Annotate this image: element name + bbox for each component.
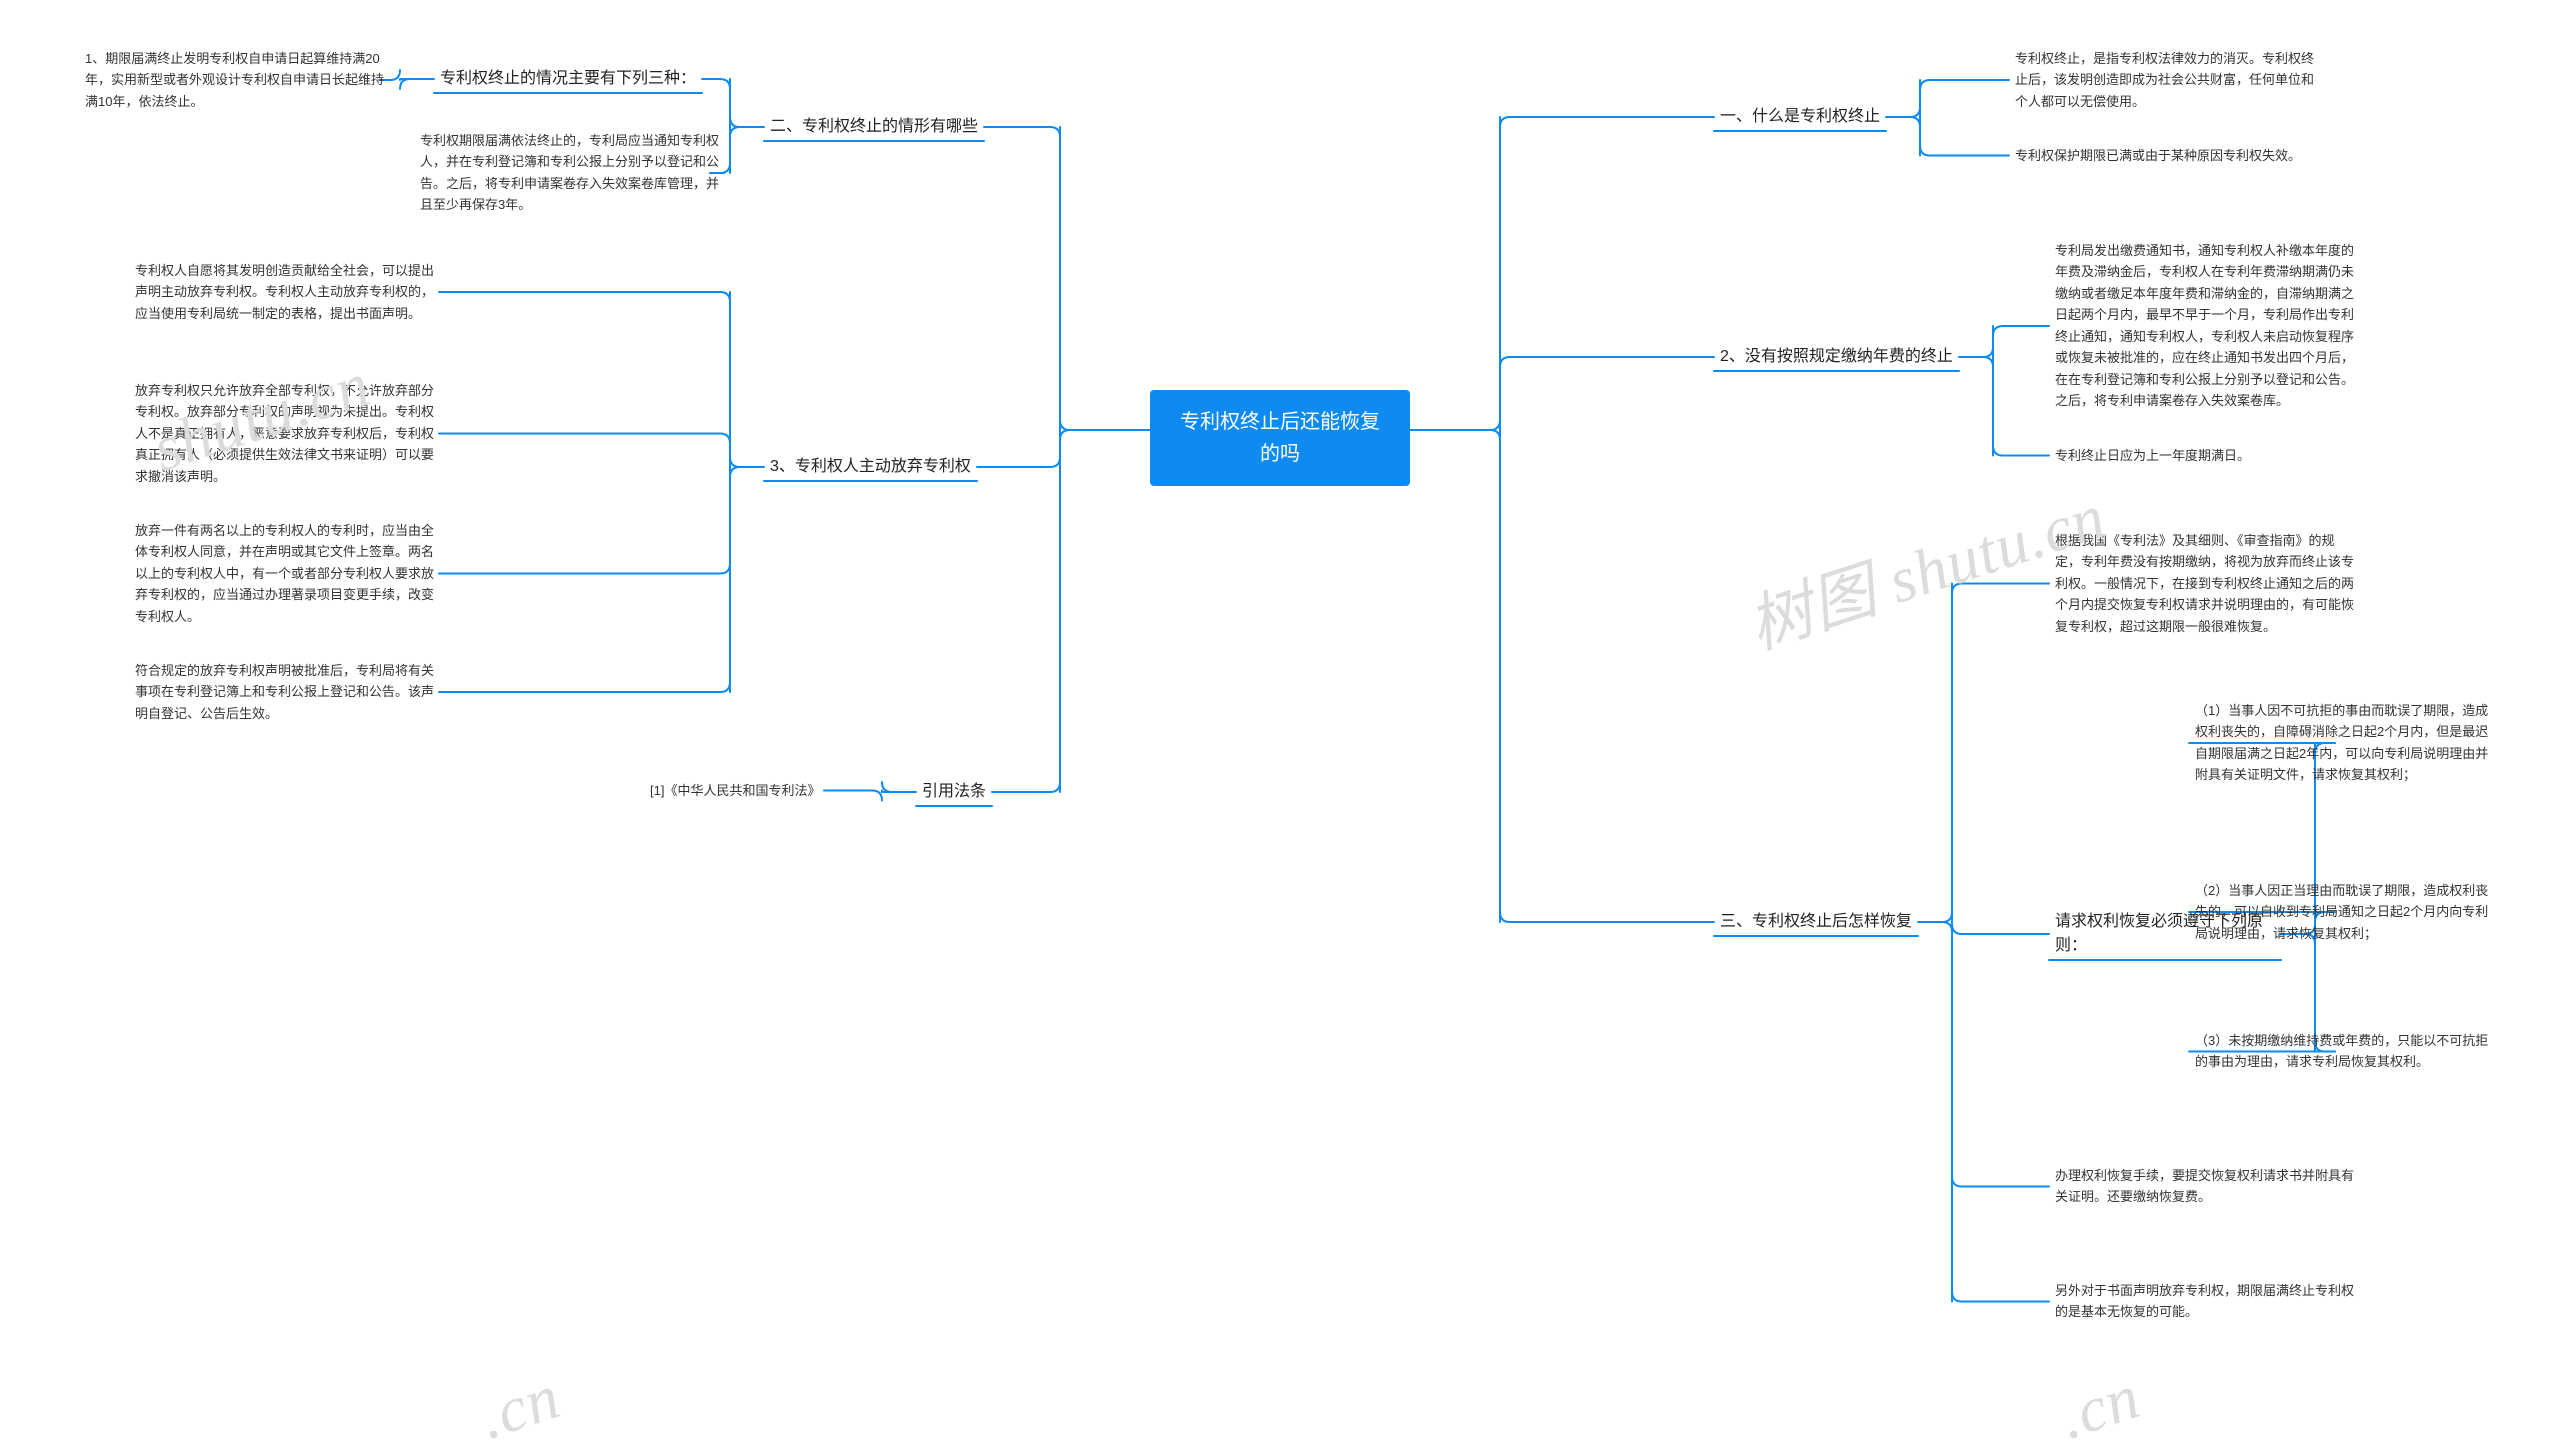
root-node: 专利权终止后还能恢复的吗	[1150, 390, 1410, 486]
branch-label: 三、专利权终止后怎样恢复	[1720, 910, 1912, 934]
watermark: .cn	[2051, 1360, 2149, 1454]
branch-label: 一、什么是专利权终止	[1720, 105, 1880, 129]
leaf-text: （2）当事人因正当理由而耽误了期限，造成权利丧失的，可以自收到专利局通知之日起2…	[2195, 880, 2495, 944]
branch-label: 二、专利权终止的情形有哪些	[770, 115, 978, 139]
leaf-text: [1]《中华人民共和国专利法》	[650, 780, 820, 801]
leaf-text: （3）未按期缴纳维持费或年费的，只能以不可抗拒的事由为理由，请求专利局恢复其权利…	[2195, 1030, 2495, 1073]
leaf-text: 专利权人自愿将其发明创造贡献给全社会，可以提出声明主动放弃专利权。专利权人主动放…	[135, 260, 435, 324]
leaf-text: 另外对于书面声明放弃专利权，期限届满终止专利权的是基本无恢复的可能。	[2055, 1280, 2355, 1323]
leaf-text: 办理权利恢复手续，要提交恢复权利请求书并附具有关证明。还要缴纳恢复费。	[2055, 1165, 2355, 1208]
leaf-text: （1）当事人因不可抗拒的事由而耽误了期限，造成权利丧失的，自障碍消除之日起2个月…	[2195, 700, 2495, 786]
leaf-text: 专利局发出缴费通知书，通知专利权人补缴本年度的年费及滞纳金后，专利权人在专利年费…	[2055, 240, 2355, 412]
leaf-text: 1、期限届满终止发明专利权自申请日起算维持满20年，实用新型或者外观设计专利权自…	[85, 48, 385, 112]
leaf-text: 专利权终止，是指专利权法律效力的消灭。专利权终止后，该发明创造即成为社会公共财富…	[2015, 48, 2315, 112]
leaf-text: 放弃一件有两名以上的专利权人的专利时，应当由全体专利权人同意，并在声明或其它文件…	[135, 520, 435, 627]
branch-label: 3、专利权人主动放弃专利权	[770, 455, 971, 479]
leaf-text: 专利权保护期限已满或由于某种原因专利权失效。	[2015, 145, 2301, 166]
branch-label: 引用法条	[922, 780, 986, 804]
leaf-text: 放弃专利权只允许放弃全部专利权，不允许放弃部分专利权。放弃部分专利权的声明视为未…	[135, 380, 435, 487]
leaf-text: 专利终止日应为上一年度期满日。	[2055, 445, 2250, 466]
branch-label: 专利权终止的情况主要有下列三种：	[440, 67, 696, 91]
watermark: .cn	[471, 1360, 569, 1454]
leaf-text: 符合规定的放弃专利权声明被批准后，专利局将有关事项在专利登记簿上和专利公报上登记…	[135, 660, 435, 724]
branch-label: 2、没有按照规定缴纳年费的终止	[1720, 345, 1953, 369]
leaf-text: 根据我国《专利法》及其细则、《审查指南》的规定，专利年费没有按期缴纳，将视为放弃…	[2055, 530, 2355, 637]
leaf-text: 专利权期限届满依法终止的，专利局应当通知专利权人，并在专利登记簿和专利公报上分别…	[420, 130, 720, 216]
